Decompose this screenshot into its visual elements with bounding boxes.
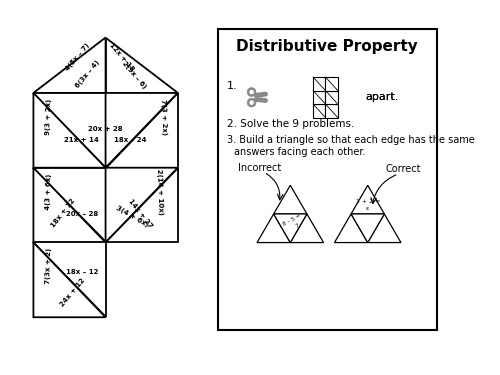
Text: 24x + 12: 24x + 12 — [60, 278, 86, 308]
Circle shape — [247, 88, 256, 96]
Text: 20x + 28: 20x + 28 — [88, 126, 123, 132]
Polygon shape — [106, 168, 178, 243]
Text: Distributive Property: Distributive Property — [236, 39, 418, 54]
Polygon shape — [34, 93, 106, 168]
Text: 1.: 1. — [227, 81, 237, 91]
Text: 7: 7 — [294, 223, 300, 229]
Polygon shape — [106, 93, 178, 168]
Polygon shape — [34, 168, 106, 243]
Text: apart.: apart. — [365, 92, 398, 102]
Text: Correct: Correct — [385, 165, 420, 174]
Polygon shape — [106, 93, 178, 168]
Polygon shape — [34, 93, 106, 168]
Bar — [218, 29, 437, 330]
Text: 6(3x – 4): 6(3x – 4) — [75, 60, 101, 89]
Text: 1 + 2 =: 1 + 2 = — [356, 199, 380, 204]
Text: 4(5x – 7): 4(5x – 7) — [64, 42, 90, 72]
Text: 4(3 + 6x): 4(3 + 6x) — [45, 173, 52, 210]
Text: 7(3 + 2x): 7(3 + 2x) — [160, 99, 167, 135]
Polygon shape — [326, 91, 338, 104]
Circle shape — [249, 89, 254, 95]
Polygon shape — [313, 77, 326, 91]
Text: 14x + 27: 14x + 27 — [128, 198, 154, 229]
Polygon shape — [326, 77, 338, 91]
Polygon shape — [257, 214, 290, 243]
Text: 12x + 18: 12x + 18 — [108, 42, 135, 72]
Circle shape — [249, 100, 254, 105]
Text: answers facing each other.: answers facing each other. — [234, 147, 366, 157]
Polygon shape — [351, 185, 384, 214]
Polygon shape — [326, 104, 338, 118]
Text: 18x + 12: 18x + 12 — [50, 198, 76, 229]
Polygon shape — [34, 243, 106, 317]
Polygon shape — [274, 214, 307, 243]
Circle shape — [247, 98, 256, 107]
Polygon shape — [334, 214, 368, 243]
Text: 2(14 + 10x): 2(14 + 10x) — [156, 168, 164, 214]
Text: 8 – 5 =: 8 – 5 = — [282, 213, 302, 227]
Polygon shape — [34, 38, 106, 93]
Polygon shape — [274, 185, 307, 214]
Text: 2. Solve the 9 problems.: 2. Solve the 9 problems. — [227, 119, 354, 129]
Polygon shape — [351, 214, 384, 243]
Text: 9(3 + 2x): 9(3 + 2x) — [45, 99, 52, 135]
Text: Incorrect: Incorrect — [238, 163, 281, 173]
Text: 18x – 12: 18x – 12 — [66, 268, 98, 274]
Text: 2(9x – 6): 2(9x – 6) — [120, 60, 147, 90]
Polygon shape — [34, 243, 106, 317]
Polygon shape — [34, 168, 106, 243]
Polygon shape — [313, 104, 326, 118]
Polygon shape — [106, 38, 178, 93]
Text: 18x – 24: 18x – 24 — [114, 136, 146, 142]
Polygon shape — [368, 214, 401, 243]
Polygon shape — [106, 168, 178, 243]
Text: 7(3x + 2): 7(3x + 2) — [45, 248, 52, 284]
Text: 21x + 14: 21x + 14 — [64, 136, 99, 142]
Text: apart.: apart. — [365, 92, 398, 102]
Polygon shape — [313, 91, 326, 104]
Text: 3(4 + 6x): 3(4 + 6x) — [115, 204, 149, 228]
Text: ε: ε — [366, 206, 370, 211]
Polygon shape — [290, 214, 324, 243]
Text: 3. Build a triangle so that each edge has the same: 3. Build a triangle so that each edge ha… — [227, 135, 474, 144]
Text: 20x – 28: 20x – 28 — [66, 211, 98, 217]
